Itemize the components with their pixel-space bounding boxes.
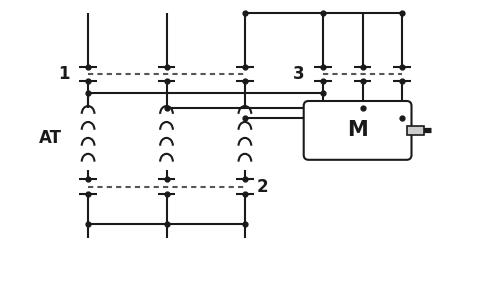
Text: 1: 1 <box>58 65 69 83</box>
Text: 2: 2 <box>257 178 268 196</box>
FancyBboxPatch shape <box>304 101 411 160</box>
Text: 3: 3 <box>293 65 305 83</box>
Text: AT: AT <box>39 129 62 147</box>
Text: M: M <box>347 120 368 140</box>
FancyBboxPatch shape <box>407 125 424 135</box>
